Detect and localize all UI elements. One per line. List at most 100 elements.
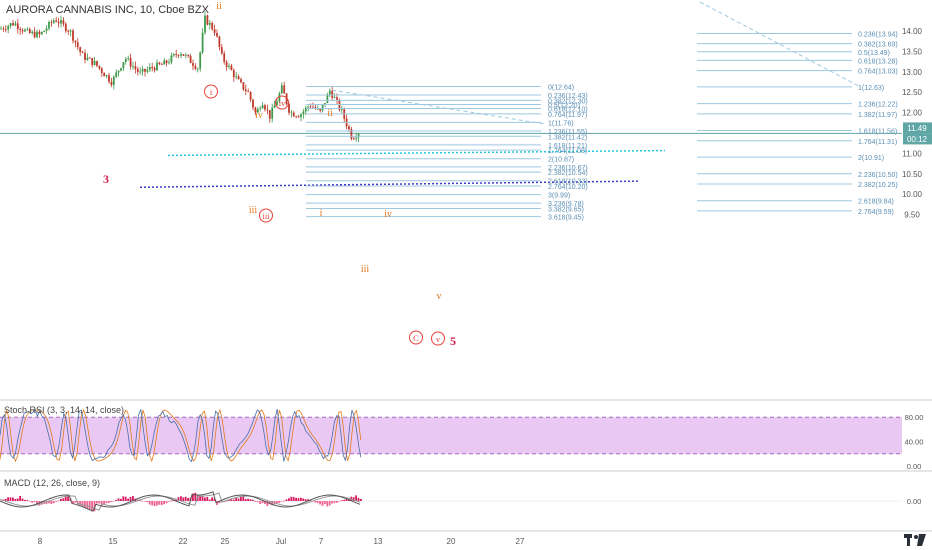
candle-body [76, 42, 79, 48]
price-tick-label: 12.50 [902, 88, 923, 97]
macd-histogram-bar [120, 498, 122, 501]
candle-body [33, 31, 36, 38]
macd-histogram-bar [204, 497, 206, 501]
macd-histogram-bar [45, 501, 48, 505]
macd-histogram-bar [352, 497, 355, 501]
macd-histogram-bar [290, 496, 293, 501]
macd-histogram-bar [360, 498, 362, 501]
candle-body [235, 76, 238, 78]
macd-histogram-bar [321, 501, 324, 506]
macd-histogram-bar [216, 501, 218, 505]
macd-histogram-bar [300, 497, 302, 501]
macd-histogram-bar [96, 501, 98, 504]
candle-body [170, 55, 173, 63]
fib-level-label: 2.618(10.33) [548, 179, 588, 186]
candle-body [64, 23, 67, 32]
macd-histogram-bar [163, 501, 165, 505]
macd-histogram-bar [324, 501, 326, 505]
fib-level-label: 2.382(10.54) [548, 170, 588, 177]
candle-body [201, 32, 204, 53]
fib-level-label: 3.236(9.78) [548, 201, 584, 208]
candle-body [110, 81, 113, 85]
candle-body [81, 52, 84, 53]
candle-body [300, 114, 302, 118]
wave-label: i [210, 87, 213, 97]
macd-histogram-bar [182, 497, 185, 501]
candle-body [295, 116, 298, 118]
candle-body [156, 62, 158, 71]
macd-histogram-bar [328, 501, 331, 506]
candle-body [244, 89, 247, 92]
candle-body [129, 58, 132, 67]
candle-body [184, 54, 187, 56]
candle-body [321, 104, 324, 111]
candle-body [21, 30, 24, 32]
macd-histogram-bar [297, 498, 300, 501]
candle-body [350, 129, 353, 139]
macd-histogram-bar [112, 501, 115, 502]
macd-histogram-bar [110, 501, 113, 502]
macd-histogram-bar [170, 500, 173, 502]
macd-histogram-bar [235, 497, 237, 501]
candle-body [62, 20, 65, 24]
wave-label-circle [409, 330, 423, 345]
stoch-rsi-d-line [0, 408, 362, 463]
macd-histogram-bar [271, 501, 273, 506]
candle-body [136, 69, 139, 73]
macd-histogram-bar [259, 501, 261, 504]
wave-label: 5 [450, 334, 456, 348]
macd-histogram-bar [278, 501, 281, 504]
wave-label: iii [361, 264, 370, 275]
macd-histogram-bar [256, 501, 259, 502]
macd-histogram-bar [211, 497, 213, 501]
candle-body [43, 30, 46, 32]
fib-level-label: 1.618(11.56) [858, 129, 897, 136]
macd-histogram-bar [331, 501, 333, 504]
fib-level-label: 0.618(12.10) [548, 107, 588, 114]
wave-label: iv [279, 98, 286, 108]
candle-body [309, 106, 312, 108]
candle-body [240, 79, 242, 83]
time-tick-label: 25 [221, 537, 230, 546]
fib-level-label: 2.764(9.59) [858, 209, 894, 216]
macd-histogram-bar [28, 501, 31, 502]
candle-body [103, 72, 106, 77]
candle-body [292, 112, 295, 117]
candle-body [146, 69, 149, 72]
candle-body [223, 53, 226, 62]
macd-histogram-bar [165, 501, 168, 504]
macd-histogram-bar [168, 501, 170, 502]
candle-body [86, 57, 89, 60]
macd-histogram-bar [122, 496, 125, 501]
candle-body [218, 36, 221, 48]
wave-label: ii [327, 108, 333, 119]
candle-body [204, 15, 206, 33]
macd-histogram-bar [340, 500, 343, 501]
macd-histogram-bar [7, 497, 9, 501]
candle-body [132, 66, 134, 68]
candle-body [182, 54, 185, 56]
macd-histogram-bar [16, 498, 19, 501]
stoch-rsi-band [0, 417, 902, 454]
macd-histogram-bar [36, 501, 38, 505]
wave-label: iii [262, 211, 270, 221]
macd-histogram-bar [88, 501, 91, 511]
fib-level-label: 0.236(13.94) [858, 31, 898, 38]
macd-histogram-bar [72, 501, 74, 504]
candle-body [228, 65, 230, 67]
stoch-rsi-pane: 80.00 40.00 0.00 [0, 408, 923, 471]
macd-histogram-bar [12, 497, 14, 501]
candle-body [50, 21, 53, 23]
candle-body [108, 75, 110, 82]
candle-body [84, 52, 86, 60]
candle-body [254, 107, 257, 113]
candle-body [88, 57, 91, 59]
macd-histogram-bar [64, 496, 67, 501]
macd-histogram-bar [333, 501, 336, 504]
candle-body [199, 52, 202, 69]
macd-histogram-bar [280, 501, 283, 502]
candle-body [261, 105, 264, 109]
macd-histogram-bar [141, 501, 144, 502]
time-tick-label: Jul [276, 537, 286, 546]
